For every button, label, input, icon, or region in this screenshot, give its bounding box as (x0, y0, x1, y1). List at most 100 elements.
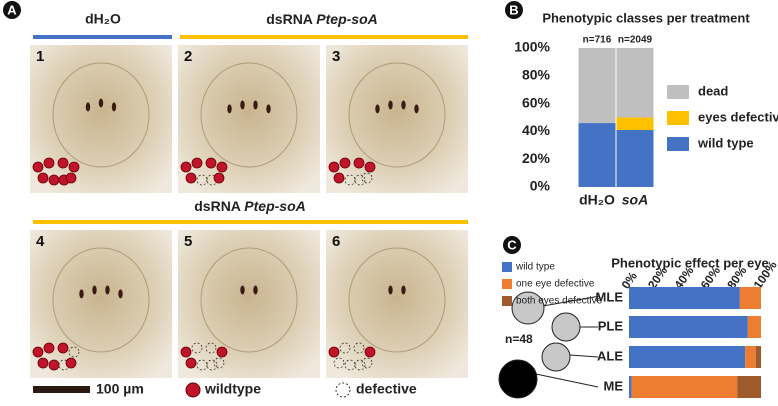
eye-spot (240, 285, 245, 295)
bar-segment (578, 123, 616, 187)
bar-segment (616, 117, 654, 131)
eye-defective (354, 174, 366, 186)
eye-wildtype (185, 172, 197, 184)
legend-wildtype-icon (185, 382, 201, 398)
header-gene: Ptep-soA (316, 11, 377, 27)
panel-label: A (7, 2, 17, 17)
legend-swatch (502, 296, 512, 306)
eye-spot (92, 285, 97, 295)
eye-spot (240, 100, 245, 110)
eye-spot (79, 289, 84, 299)
y-tick-label: ME (604, 378, 624, 393)
head-outline (200, 62, 298, 168)
photo-bg (30, 45, 172, 193)
bar-segment (755, 346, 761, 368)
head-outline (200, 247, 298, 353)
eye-wildtype (180, 161, 192, 173)
y-tick-label: 20% (522, 150, 551, 166)
legend-text: eyes defective (698, 109, 778, 124)
bar-segment (578, 48, 616, 124)
bar-segment (616, 130, 654, 187)
eye-spot (253, 285, 258, 295)
eye-wildtype (65, 172, 77, 184)
y-tick-label: 100% (514, 39, 550, 55)
leader-line (535, 373, 599, 388)
eye-wildtype (333, 172, 345, 184)
eye-defective (196, 359, 208, 371)
eye-spot (98, 98, 104, 108)
eye-spot (253, 100, 258, 110)
eye-spot (388, 285, 393, 295)
image-number: 2 (184, 48, 192, 65)
header-row2: dsRNA Ptep-soA (194, 198, 306, 214)
image-number: 1 (36, 48, 44, 65)
image-number: 4 (36, 233, 45, 250)
header-prefix: dsRNA (266, 11, 313, 27)
legend-swatch (502, 279, 512, 289)
eye-spot (375, 104, 380, 114)
eye-wildtype (57, 342, 69, 354)
bar-segment (629, 376, 632, 398)
photo-bg (326, 45, 468, 193)
legend-swatch (667, 111, 689, 125)
photo: 6 (326, 230, 468, 378)
photo: 3 (326, 45, 468, 193)
eye-wildtype (68, 161, 80, 173)
bar-segment (629, 346, 746, 368)
eye-wildtype (339, 157, 351, 169)
x-tick-label: dH₂O (579, 192, 615, 208)
y-tick-label: 0% (530, 178, 551, 194)
eye-spot (105, 285, 110, 295)
eye-defective (333, 357, 345, 369)
panel-label: C (507, 237, 517, 252)
header-treatment: dsRNA Ptep-soA (266, 11, 378, 27)
eye-wildtype (216, 346, 228, 358)
eye-defective (213, 357, 225, 369)
eye-diagram (498, 291, 601, 399)
photo: 5 (178, 230, 320, 378)
eye-wildtype (213, 172, 225, 184)
scale-label: 100 µm (96, 381, 144, 397)
header-control: dH₂O (85, 11, 121, 27)
y-tick-label: PLE (598, 318, 624, 333)
eye-wildtype (32, 346, 44, 358)
bar-segment (629, 316, 748, 338)
eye-defective (205, 342, 217, 354)
eye-defective (361, 357, 373, 369)
leader-line (569, 354, 599, 358)
annotation: n=716 (583, 35, 612, 46)
y-tick-label: ALE (597, 348, 623, 363)
eye-defective (191, 342, 203, 354)
eye-spot (111, 102, 117, 112)
bar-segment (629, 287, 740, 309)
image-number: 5 (184, 233, 192, 250)
y-tick-label: 60% (522, 94, 551, 110)
x-tick-label: soA (622, 192, 648, 208)
photo-grid: 1 2 3 4 5 6 (30, 45, 468, 378)
head-outline (348, 62, 446, 168)
eye-wildtype (328, 346, 340, 358)
photo: 2 (178, 45, 320, 193)
eye-defective (196, 174, 208, 186)
bar-segment (616, 48, 654, 118)
eye-wildtype (43, 342, 55, 354)
eye-spot (266, 104, 271, 114)
legend-swatch (667, 85, 689, 99)
eye-wildtype (328, 161, 340, 173)
photo-bg (326, 230, 468, 378)
head-outline (52, 247, 150, 353)
eye-wildtype (180, 346, 192, 358)
annotation: n=2049 (618, 35, 653, 46)
eye-wildtype (191, 157, 203, 169)
panel-badge (503, 236, 521, 254)
photo-bg (30, 230, 172, 378)
eye-defective (353, 342, 365, 354)
panel-label: B (509, 2, 518, 17)
legend-text: wild type (515, 262, 555, 273)
eye-defective (68, 346, 80, 358)
panel-badge (3, 1, 21, 19)
legend-swatch (667, 137, 689, 151)
eye-defective (206, 359, 218, 371)
eye-defective (344, 359, 356, 371)
